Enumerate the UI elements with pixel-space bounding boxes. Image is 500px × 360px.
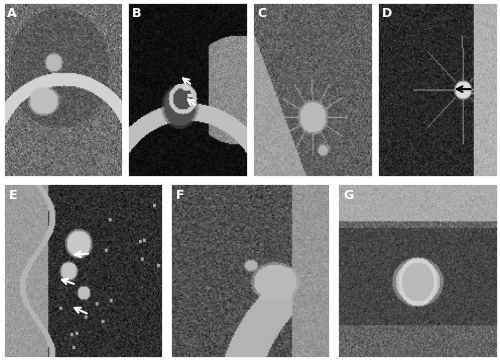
Text: B: B (132, 7, 142, 20)
Text: G: G (343, 189, 353, 202)
Text: F: F (176, 189, 184, 202)
Text: E: E (9, 189, 18, 202)
Text: C: C (257, 7, 266, 20)
Text: D: D (382, 7, 392, 20)
Text: A: A (8, 7, 17, 20)
